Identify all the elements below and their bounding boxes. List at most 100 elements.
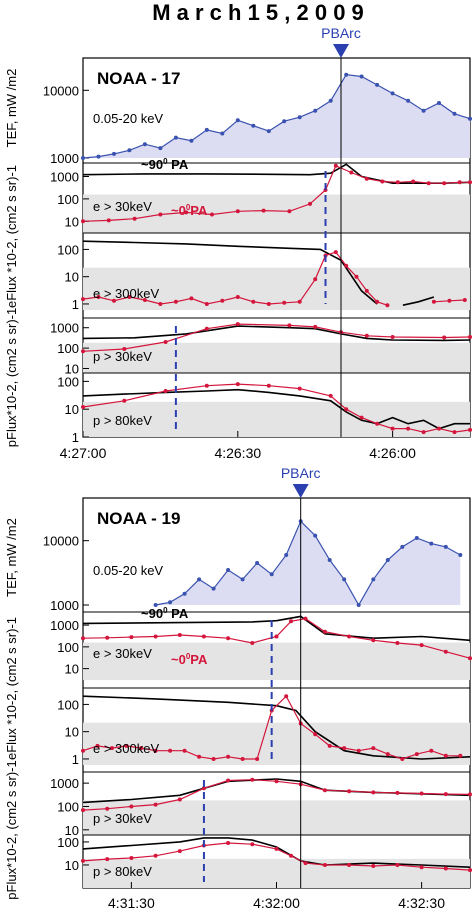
data-point (443, 866, 448, 871)
data-point (226, 778, 231, 783)
data-point (250, 842, 255, 847)
panel-shading (83, 342, 470, 373)
y-tick-label: 1000 (50, 169, 79, 184)
y-tick-label: 100 (57, 640, 79, 655)
data-point (182, 591, 187, 596)
data-point (313, 277, 318, 282)
data-point (468, 180, 472, 185)
data-point (364, 288, 369, 293)
y-tick-label: 100 (57, 697, 79, 712)
data-point (303, 616, 308, 621)
panel-proton-80keV: 100 10 1 p > 80keV (57, 372, 472, 445)
data-point (197, 754, 202, 759)
data-point (356, 603, 361, 607)
data-point (414, 536, 419, 540)
data-point (297, 115, 302, 120)
data-point (81, 156, 85, 160)
data-point (443, 792, 448, 797)
data-point (342, 577, 347, 582)
data-point (308, 201, 312, 206)
series-line (82, 617, 471, 659)
data-point (375, 299, 380, 304)
data-point (371, 577, 376, 582)
series-line (82, 325, 471, 342)
data-point (177, 797, 182, 802)
data-point (124, 743, 129, 748)
y-tick-label: 100 (57, 374, 79, 389)
series-line (402, 296, 435, 306)
panel-electron-300keV: 100 10 1 e > 300keV (57, 232, 470, 312)
data-point (429, 541, 434, 546)
data-point (235, 209, 240, 214)
data-point (313, 533, 318, 538)
y-tick-label: 100 (57, 192, 79, 207)
data-point (442, 181, 447, 186)
data-point (153, 853, 158, 858)
data-point (458, 753, 463, 758)
satellite-label: NOAA - 17 (97, 69, 180, 88)
data-point (127, 295, 132, 299)
data-point (371, 864, 376, 868)
data-point (226, 841, 231, 845)
y-axis-group-label: pFlux*10-2, (cm2 s sr)-1 (4, 308, 19, 447)
data-point (429, 748, 434, 753)
data-point (173, 135, 178, 140)
series-line (82, 842, 471, 871)
panel-shading (83, 642, 470, 680)
panel-annotation: e > 300keV (93, 286, 159, 301)
data-point (129, 804, 134, 809)
data-point (359, 74, 364, 79)
panel-electron-30keV: 1000 100 10 e > 30keV ~900 PA ~00PA eFlux *10-… (4, 606, 472, 760)
panel-annotation: e > 300keV (93, 741, 159, 756)
data-point (250, 777, 255, 782)
data-point (322, 788, 327, 793)
data-point (266, 129, 271, 134)
data-point (204, 383, 209, 388)
data-point (201, 634, 206, 639)
data-point (204, 326, 209, 331)
y-tick-label: 1000 (50, 151, 79, 166)
data-point (462, 298, 467, 302)
data-point (395, 863, 400, 867)
data-point (359, 415, 364, 420)
data-point (282, 119, 287, 124)
data-point (240, 757, 245, 761)
data-point (184, 210, 189, 215)
y-tick-label: 1 (72, 752, 79, 767)
data-point (414, 752, 419, 757)
data-point (395, 180, 400, 185)
y-axis-label: TEF, mW /m2 (4, 518, 19, 597)
data-point (342, 746, 347, 751)
data-point (122, 398, 127, 403)
label-0pa: ~00PA (171, 203, 208, 218)
data-point (452, 430, 457, 435)
data-point (385, 303, 390, 308)
data-point (313, 732, 318, 737)
x-tick-label: 4:31:30 (108, 895, 155, 911)
data-point (274, 779, 279, 784)
panel-annotation: p > 30keV (93, 811, 152, 826)
x-tick-label: 4:26:30 (214, 445, 261, 461)
data-point (289, 853, 293, 858)
data-point (81, 405, 85, 409)
panel-annotation: p > 80keV (93, 413, 152, 428)
data-point (371, 790, 376, 795)
data-point (437, 426, 441, 431)
data-point (364, 333, 369, 338)
data-point (168, 748, 173, 753)
y-tick-label: 10 (65, 214, 79, 229)
y-axis-label: TEF, mW /m2 (4, 69, 19, 148)
data-point (132, 216, 137, 221)
data-point (328, 98, 333, 103)
data-point (255, 561, 260, 565)
data-point (96, 295, 101, 299)
data-point (158, 302, 163, 306)
data-point (354, 274, 359, 279)
data-point (468, 792, 472, 797)
data-point (443, 649, 448, 654)
data-point (344, 72, 349, 77)
data-point (81, 219, 85, 224)
data-point (437, 101, 441, 105)
